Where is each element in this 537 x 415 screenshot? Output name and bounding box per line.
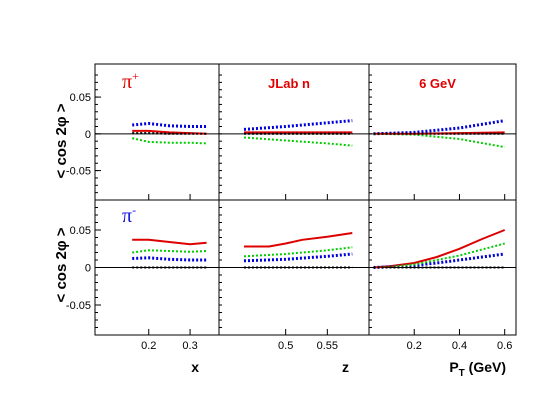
x-axis-title: PT (GeV) xyxy=(449,359,506,379)
y-tick-label: 0 xyxy=(85,129,91,141)
series-line xyxy=(132,129,207,135)
x-tick-label: 0.3 xyxy=(182,340,197,352)
y-tick-label: -0.05 xyxy=(66,166,91,178)
y-tick-label: 0.05 xyxy=(70,225,91,237)
y-axis-title-top: < cos 2φ > xyxy=(53,103,70,178)
x-tick-label: 0.4 xyxy=(452,340,467,352)
series-line xyxy=(373,252,505,269)
y-axis-title-bottom: < cos 2φ > xyxy=(53,227,70,302)
x-axis-title: z xyxy=(342,359,349,375)
y-tick-label: 0.05 xyxy=(70,92,91,104)
x-axis-title: x xyxy=(191,359,199,375)
series-line xyxy=(243,119,353,131)
plot-area: -0.05 0 0.05 -0.05 0 0.05 0.2 0.3 x 0.5 0.55 z JLab … xyxy=(66,63,517,379)
panel-annotation: JLab n xyxy=(268,76,310,91)
series-line xyxy=(373,132,505,149)
y-tick-label: -0.05 xyxy=(66,300,91,312)
series-line xyxy=(132,238,207,246)
pion-label: π- xyxy=(122,203,136,227)
series-line xyxy=(132,256,207,262)
y-tick-label: 0 xyxy=(85,263,91,275)
pion-label: π+ xyxy=(122,69,139,93)
x-tick-label: 0.5 xyxy=(278,340,293,352)
x-tick-label: 0.6 xyxy=(497,340,512,352)
x-tick-label: 0.55 xyxy=(317,340,338,352)
series-line xyxy=(132,249,207,254)
series-line xyxy=(132,132,207,135)
x-tick-label: 0.2 xyxy=(407,340,422,352)
series-line xyxy=(243,246,353,258)
series-line xyxy=(243,136,353,147)
panel-annotation: 6 GeV xyxy=(419,76,456,91)
series-line xyxy=(244,232,353,248)
series-line xyxy=(373,229,506,269)
x-tick-label: 0.2 xyxy=(141,340,156,352)
series-line xyxy=(132,121,207,128)
series-line xyxy=(243,252,353,263)
series-line xyxy=(131,137,207,145)
